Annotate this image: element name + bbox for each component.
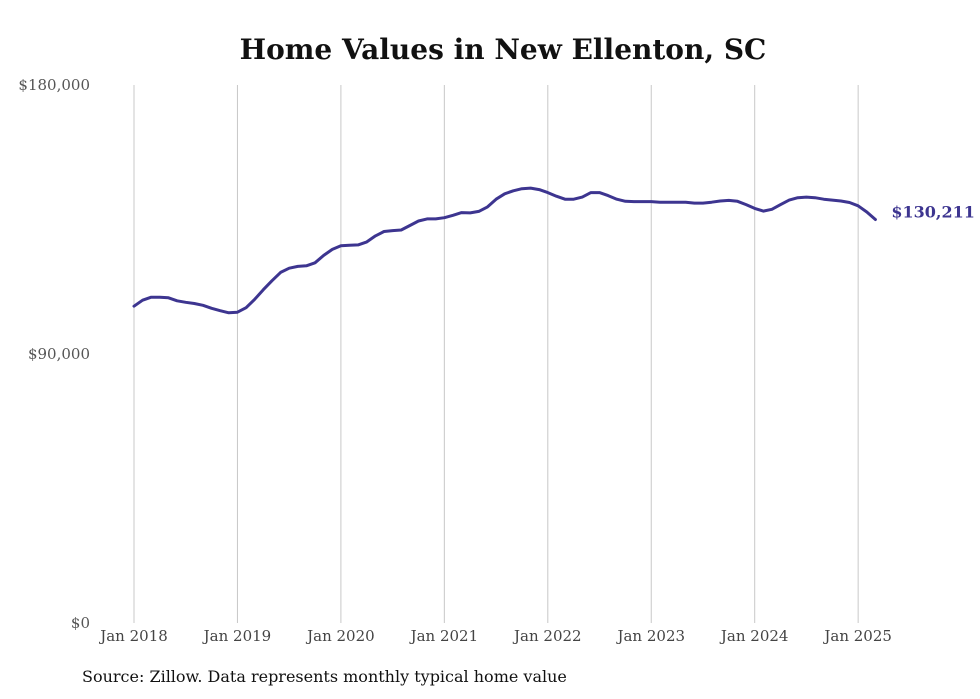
chart-title: Home Values in New Ellenton, SC [240, 33, 767, 66]
y-tick-label: $180,000 [18, 76, 90, 94]
x-tick-label: Jan 2021 [409, 627, 479, 645]
x-tick-label: Jan 2022 [512, 627, 582, 645]
x-tick-label: Jan 2020 [305, 627, 375, 645]
x-tick-label: Jan 2018 [98, 627, 168, 645]
home-value-line [132, 186, 877, 315]
y-tick-label: $90,000 [28, 345, 90, 363]
x-tick-label: Jan 2024 [719, 627, 789, 645]
x-axis-ticks: Jan 2018 Jan 2019 Jan 2020 Jan 2021 Jan 2022… [98, 627, 892, 645]
source-note: Source: Zillow. Data represents monthly … [82, 667, 567, 686]
latest-value-label: $130,211 [891, 203, 975, 222]
x-tick-label: Jan 2019 [202, 627, 272, 645]
y-axis-ticks: $0 $90,000 $180,000 [18, 76, 90, 632]
y-tick-label: $0 [71, 614, 90, 632]
x-tick-label: Jan 2025 [822, 627, 892, 645]
vertical-gridlines [133, 85, 859, 623]
x-tick-label: Jan 2023 [615, 627, 685, 645]
